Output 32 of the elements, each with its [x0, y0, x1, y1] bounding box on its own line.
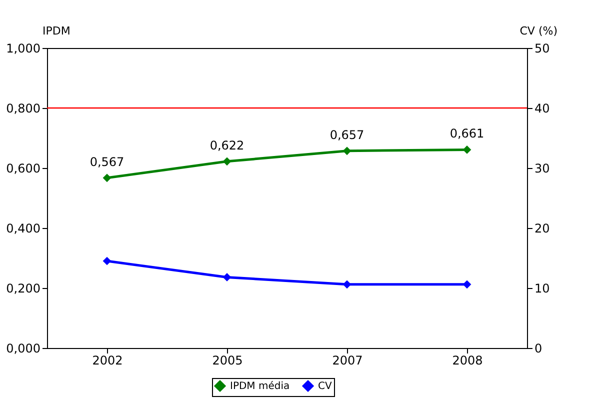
y-tick-label: 0,000	[6, 342, 40, 356]
point	[462, 146, 472, 154]
point	[462, 280, 472, 289]
data-label: 0,657	[330, 128, 364, 142]
x-tick-label: 2008	[452, 354, 483, 368]
x-tick-label: 2005	[212, 354, 243, 368]
y-tick-label: 0,800	[6, 102, 40, 116]
y-tick-label: 1,000	[6, 42, 40, 56]
y-axis-title: IPDM	[42, 24, 70, 38]
y2-tick-label: 40	[534, 102, 550, 116]
point	[342, 280, 352, 289]
x-tick-label: 2002	[92, 354, 123, 368]
data-label: 0,622	[210, 138, 244, 152]
y2-tick-label: 0	[534, 342, 542, 356]
y2-tick-label: 50	[534, 42, 550, 56]
y2-axis-title: CV (%)	[520, 24, 558, 38]
data-label: 0,567	[90, 154, 124, 169]
y-tick-label: 0,600	[6, 162, 40, 176]
y-tick-label: 0,400	[6, 222, 40, 236]
point	[222, 273, 232, 282]
x-tick-label: 2007	[332, 354, 363, 368]
data-label: 0,661	[450, 126, 484, 141]
y-tick-label: 0,200	[6, 282, 40, 296]
point	[102, 256, 112, 266]
y2-tick-label: 30	[534, 162, 550, 176]
point	[222, 157, 232, 166]
legend-label: IPDM média	[230, 381, 290, 392]
y2-tick-label: 10	[534, 282, 550, 296]
point	[102, 174, 112, 182]
point	[342, 146, 352, 156]
legend-label: CV	[318, 381, 332, 392]
y2-tick-label: 20	[534, 222, 550, 236]
